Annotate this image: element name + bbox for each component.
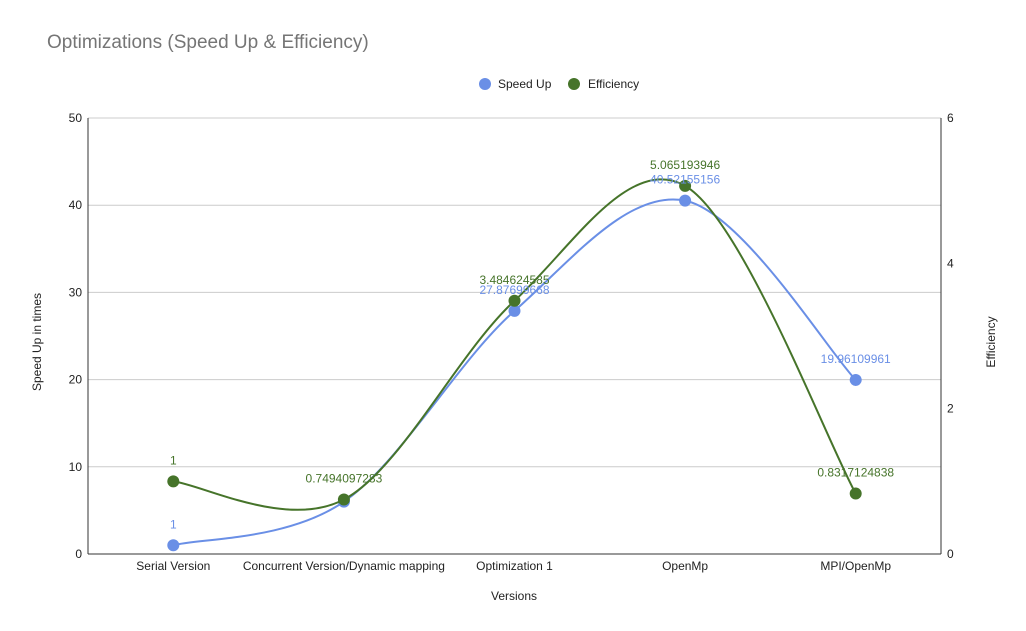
left-axis-ticks: 0 10 20 30 40 50 [69, 111, 83, 561]
right-tick-label: 0 [947, 547, 954, 561]
x-axis-title: Versions [491, 589, 537, 603]
efficiency-data-label: 3.484624585 [479, 273, 549, 287]
right-tick-label: 2 [947, 402, 954, 416]
gridlines [88, 117, 941, 555]
speed-up-point [679, 194, 692, 207]
efficiency-point [508, 294, 521, 307]
speed-up-point [849, 373, 862, 386]
legend-marker-speed-up [479, 78, 491, 90]
efficiency-data-label: 5.065193946 [650, 158, 720, 172]
right-tick-label: 6 [947, 111, 954, 125]
axes [87, 118, 942, 554]
efficiency-point [337, 493, 350, 506]
efficiency-line [173, 178, 857, 511]
left-axis-title: Speed Up in times [30, 293, 44, 391]
speed-up-point [167, 539, 180, 552]
x-axis-ticks: Serial Version Concurrent Version/Dynamic… [136, 559, 891, 573]
left-tick-label: 40 [69, 198, 83, 212]
left-tick-label: 0 [75, 547, 82, 561]
right-tick-label: 4 [947, 256, 954, 270]
left-tick-label: 30 [69, 285, 83, 299]
legend-label-efficiency: Efficiency [588, 77, 639, 91]
efficiency-data-label: 0.7494097283 [306, 472, 383, 486]
right-axis-title: Efficiency [984, 316, 998, 367]
data-labels: 1 27.87699668 40.52155156 19.96109961 1 0.749… [170, 158, 894, 531]
left-tick-label: 10 [69, 460, 83, 474]
legend: Speed Up Efficiency [479, 77, 639, 91]
chart-title: Optimizations (Speed Up & Efficiency) [47, 32, 369, 53]
speed-up-data-label: 40.52155156 [650, 173, 720, 187]
x-tick-label: Concurrent Version/Dynamic mapping [243, 559, 445, 573]
x-tick-label: Optimization 1 [476, 559, 553, 573]
left-tick-label: 50 [69, 111, 83, 125]
speed-up-line [173, 198, 857, 547]
efficiency-point [167, 475, 180, 488]
speed-up-data-label: 27.87699668 [479, 283, 549, 297]
x-tick-label: OpenMp [662, 559, 708, 573]
efficiency-point [679, 179, 692, 192]
speed-up-data-label: 1 [170, 517, 177, 531]
speed-up-data-label: 19.96109961 [821, 352, 891, 366]
legend-label-speed-up: Speed Up [498, 77, 552, 91]
x-tick-label: Serial Version [136, 559, 210, 573]
left-tick-label: 20 [69, 373, 83, 387]
right-axis-ticks: 0 2 4 6 [947, 111, 954, 561]
efficiency-point [849, 487, 862, 500]
speed-up-point [508, 304, 521, 317]
legend-marker-efficiency [568, 78, 580, 90]
x-tick-label: MPI/OpenMp [820, 559, 891, 573]
efficiency-data-label: 0.8317124838 [817, 466, 894, 480]
series-layer [167, 178, 862, 552]
efficiency-data-label: 1 [170, 453, 177, 467]
